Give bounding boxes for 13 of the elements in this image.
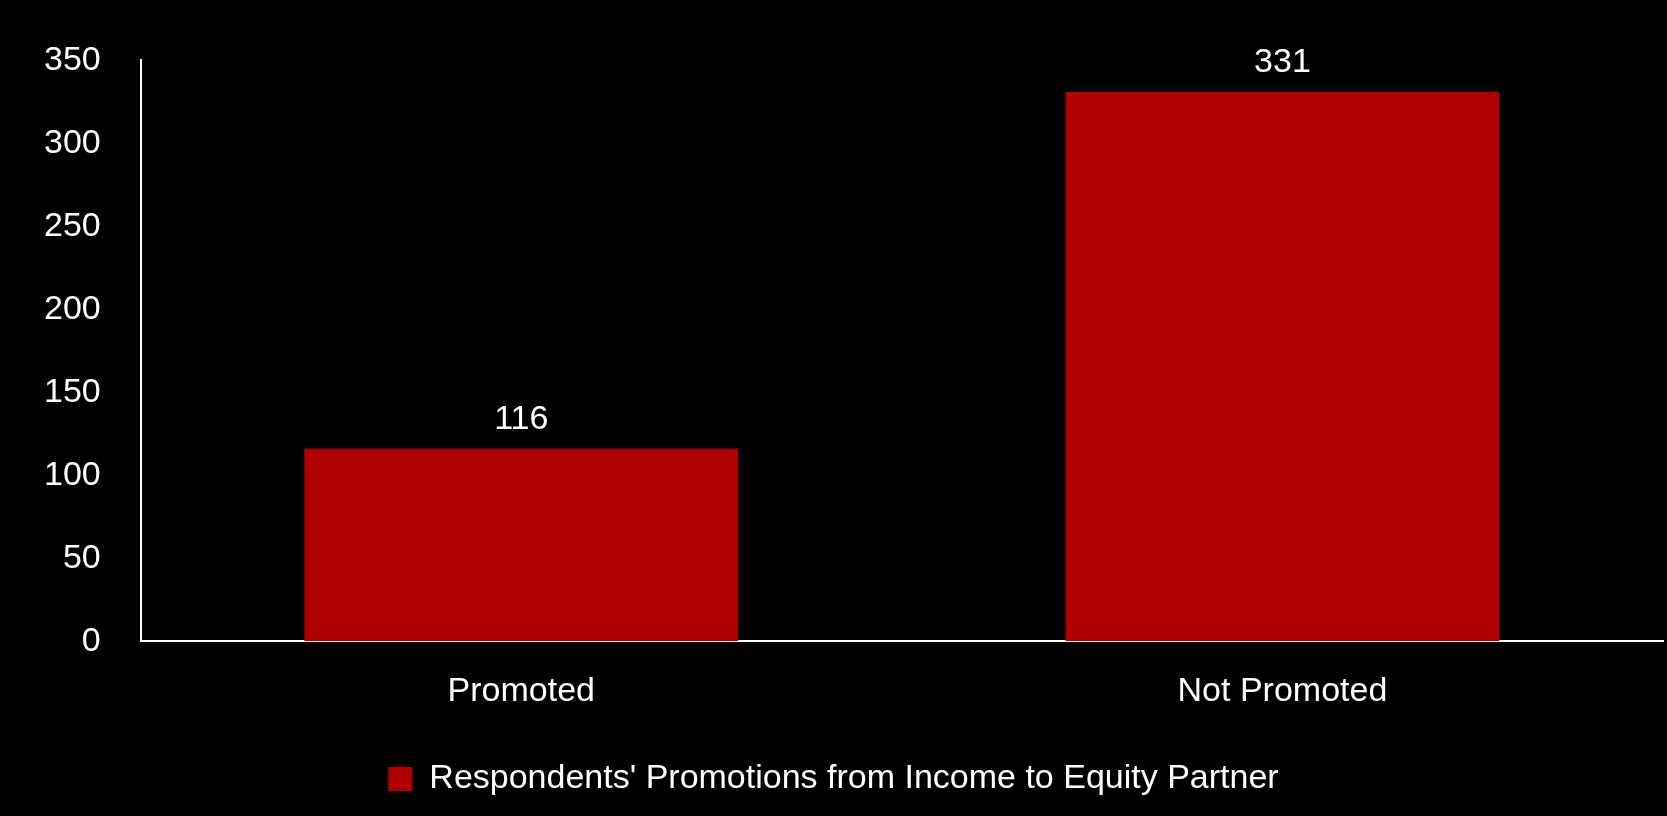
y-tick-label: 100: [43, 453, 101, 492]
legend-label: Respondents' Promotions from Income to Equity Partner: [429, 757, 1279, 796]
y-tick-label: 350: [43, 38, 101, 77]
data-label: 331: [1254, 41, 1311, 80]
y-tick-label: 50: [62, 536, 101, 575]
y-tick-label: 250: [43, 204, 101, 243]
y-tick-label: 200: [43, 287, 101, 326]
x-tick-label: Promoted: [447, 669, 595, 708]
y-tick-label: 300: [43, 121, 101, 160]
y-tick-label: 150: [43, 370, 101, 409]
data-label: 116: [494, 398, 549, 437]
y-tick-label: 0: [81, 619, 101, 658]
x-tick-label: Not Promoted: [1177, 669, 1388, 708]
